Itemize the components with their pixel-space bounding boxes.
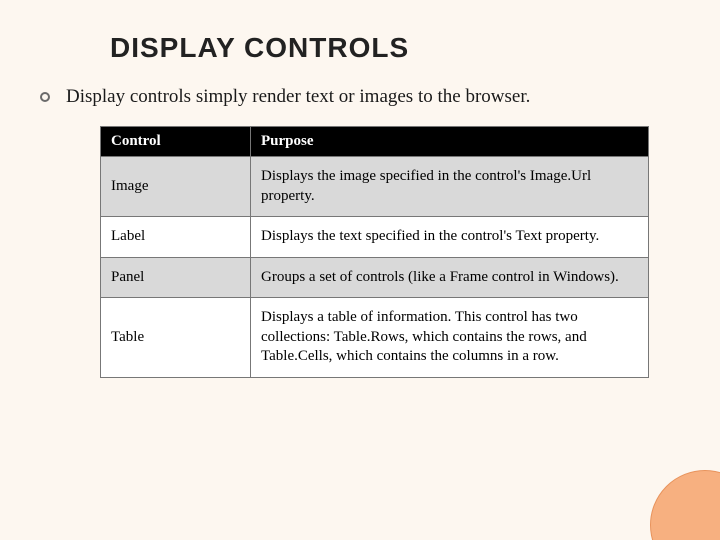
table-row: Label Displays the text specified in the… [101, 217, 649, 258]
col-header-purpose: Purpose [251, 127, 649, 157]
lead-bullet-row: Display controls simply render text or i… [40, 86, 680, 108]
cell-purpose: Groups a set of controls (like a Frame c… [251, 257, 649, 298]
lead-text: Display controls simply render text or i… [66, 86, 530, 108]
cell-control: Image [101, 157, 251, 217]
cell-control: Panel [101, 257, 251, 298]
bullet-icon [40, 92, 50, 102]
table-header-row: Control Purpose [101, 127, 649, 157]
cell-purpose: Displays the image specified in the cont… [251, 157, 649, 217]
table-row: Panel Groups a set of controls (like a F… [101, 257, 649, 298]
cell-control: Label [101, 217, 251, 258]
cell-purpose: Displays a table of information. This co… [251, 298, 649, 378]
cell-control: Table [101, 298, 251, 378]
col-header-control: Control [101, 127, 251, 157]
controls-table: Control Purpose Image Displays the image… [100, 126, 649, 378]
table-row: Table Displays a table of information. T… [101, 298, 649, 378]
table-row: Image Displays the image specified in th… [101, 157, 649, 217]
page-title: DISPLAY CONTROLS [110, 32, 680, 64]
decorative-circle-icon [650, 470, 720, 540]
cell-purpose: Displays the text specified in the contr… [251, 217, 649, 258]
